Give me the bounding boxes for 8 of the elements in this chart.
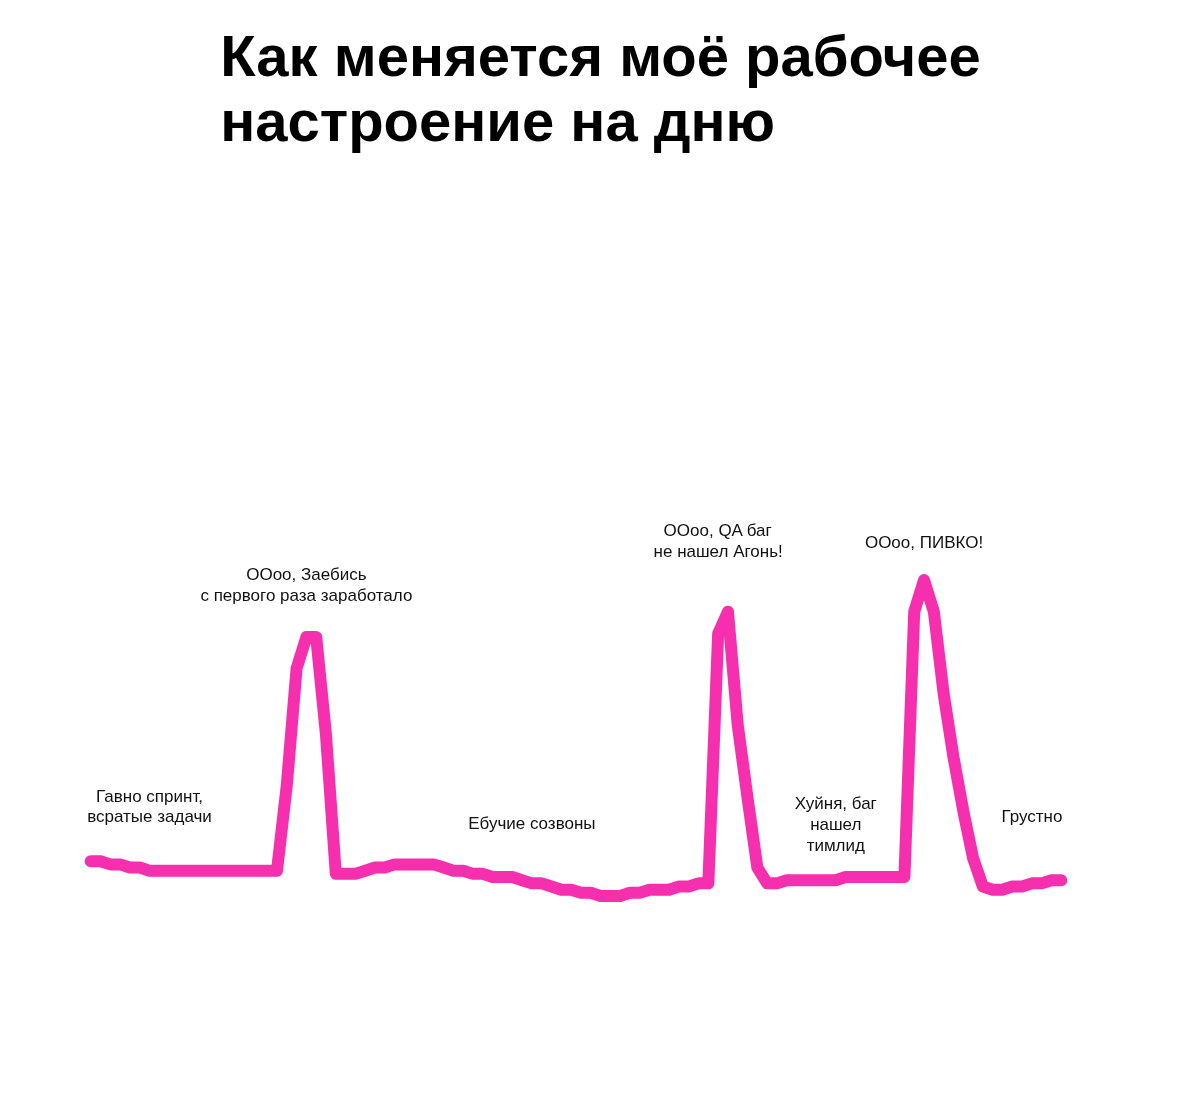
text: ООоо, ПИВКО! (864, 532, 984, 552)
annotation: Хуйня, баг нашел тимлид (794, 794, 877, 855)
annotation: Ебучие созвоны (468, 813, 596, 833)
annotation: Гавно спринт, всратые задачи (87, 786, 212, 827)
annotation: ООоо, Заебись с первого раза заработало (200, 565, 413, 606)
chart-title: Как меняется моё рабочее настроение на дню (220, 22, 981, 153)
text: ООоо, QA баг не нашел Агонь! (653, 521, 783, 562)
annotation: Грустно (1001, 807, 1063, 827)
